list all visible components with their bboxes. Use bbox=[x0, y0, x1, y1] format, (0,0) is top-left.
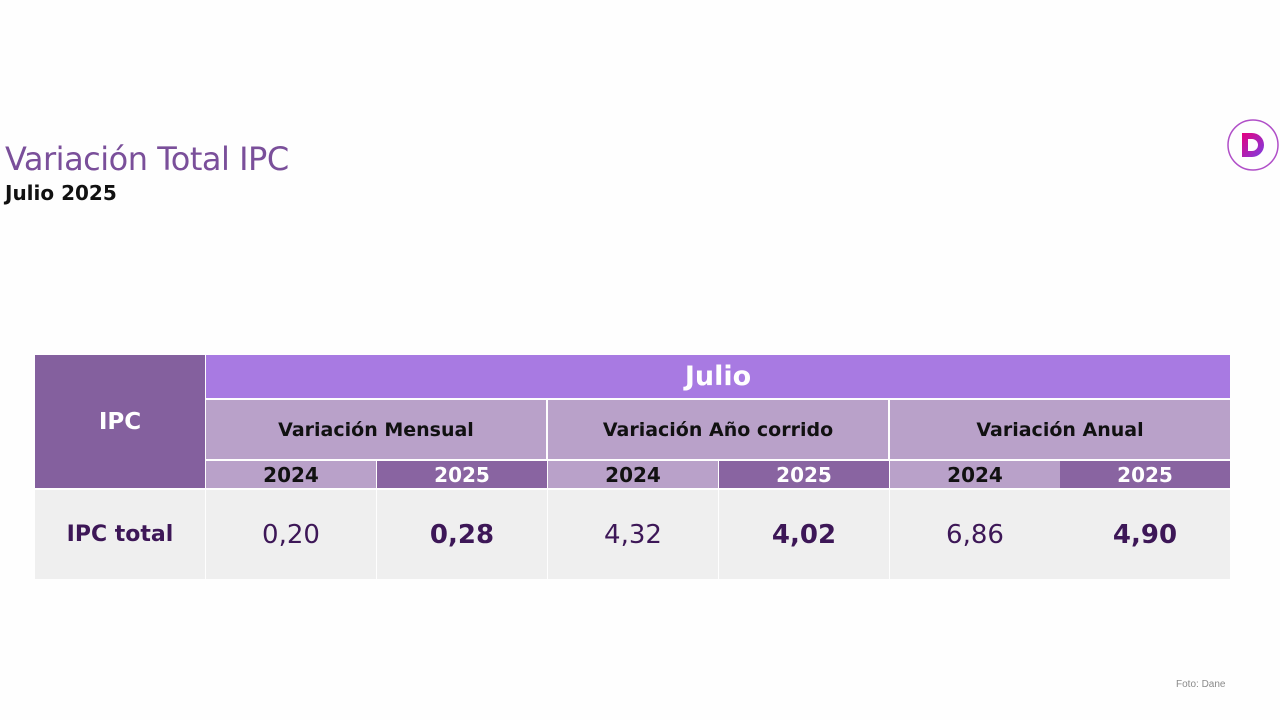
value-cell: 4,32 bbox=[548, 490, 718, 579]
value-cell: 0,28 bbox=[377, 490, 547, 579]
d-logo-icon bbox=[1227, 119, 1279, 171]
group-header-anual: Variación Anual bbox=[890, 400, 1230, 459]
page-subtitle: Julio 2025 bbox=[5, 181, 117, 205]
year-header: 2024 bbox=[890, 461, 1060, 488]
year-header: 2024 bbox=[206, 461, 376, 488]
photo-credit: Foto: Dane bbox=[1176, 679, 1226, 690]
value-cell: 6,86 bbox=[890, 490, 1060, 579]
period-header: Julio bbox=[206, 355, 1230, 398]
year-header: 2025 bbox=[719, 461, 889, 488]
value-cell: 0,20 bbox=[206, 490, 376, 579]
group-header-mensual: Variación Mensual bbox=[206, 400, 546, 459]
value-cell: 4,02 bbox=[719, 490, 889, 579]
ipc-column-header: IPC bbox=[35, 355, 205, 488]
year-header: 2024 bbox=[548, 461, 718, 488]
value-cell: 4,90 bbox=[1060, 490, 1230, 579]
page-title: Variación Total IPC bbox=[5, 140, 289, 178]
year-header: 2025 bbox=[1060, 461, 1230, 488]
group-header-ano-corrido: Variación Año corrido bbox=[548, 400, 888, 459]
row-label-ipc-total: IPC total bbox=[35, 490, 205, 579]
year-header: 2025 bbox=[377, 461, 547, 488]
